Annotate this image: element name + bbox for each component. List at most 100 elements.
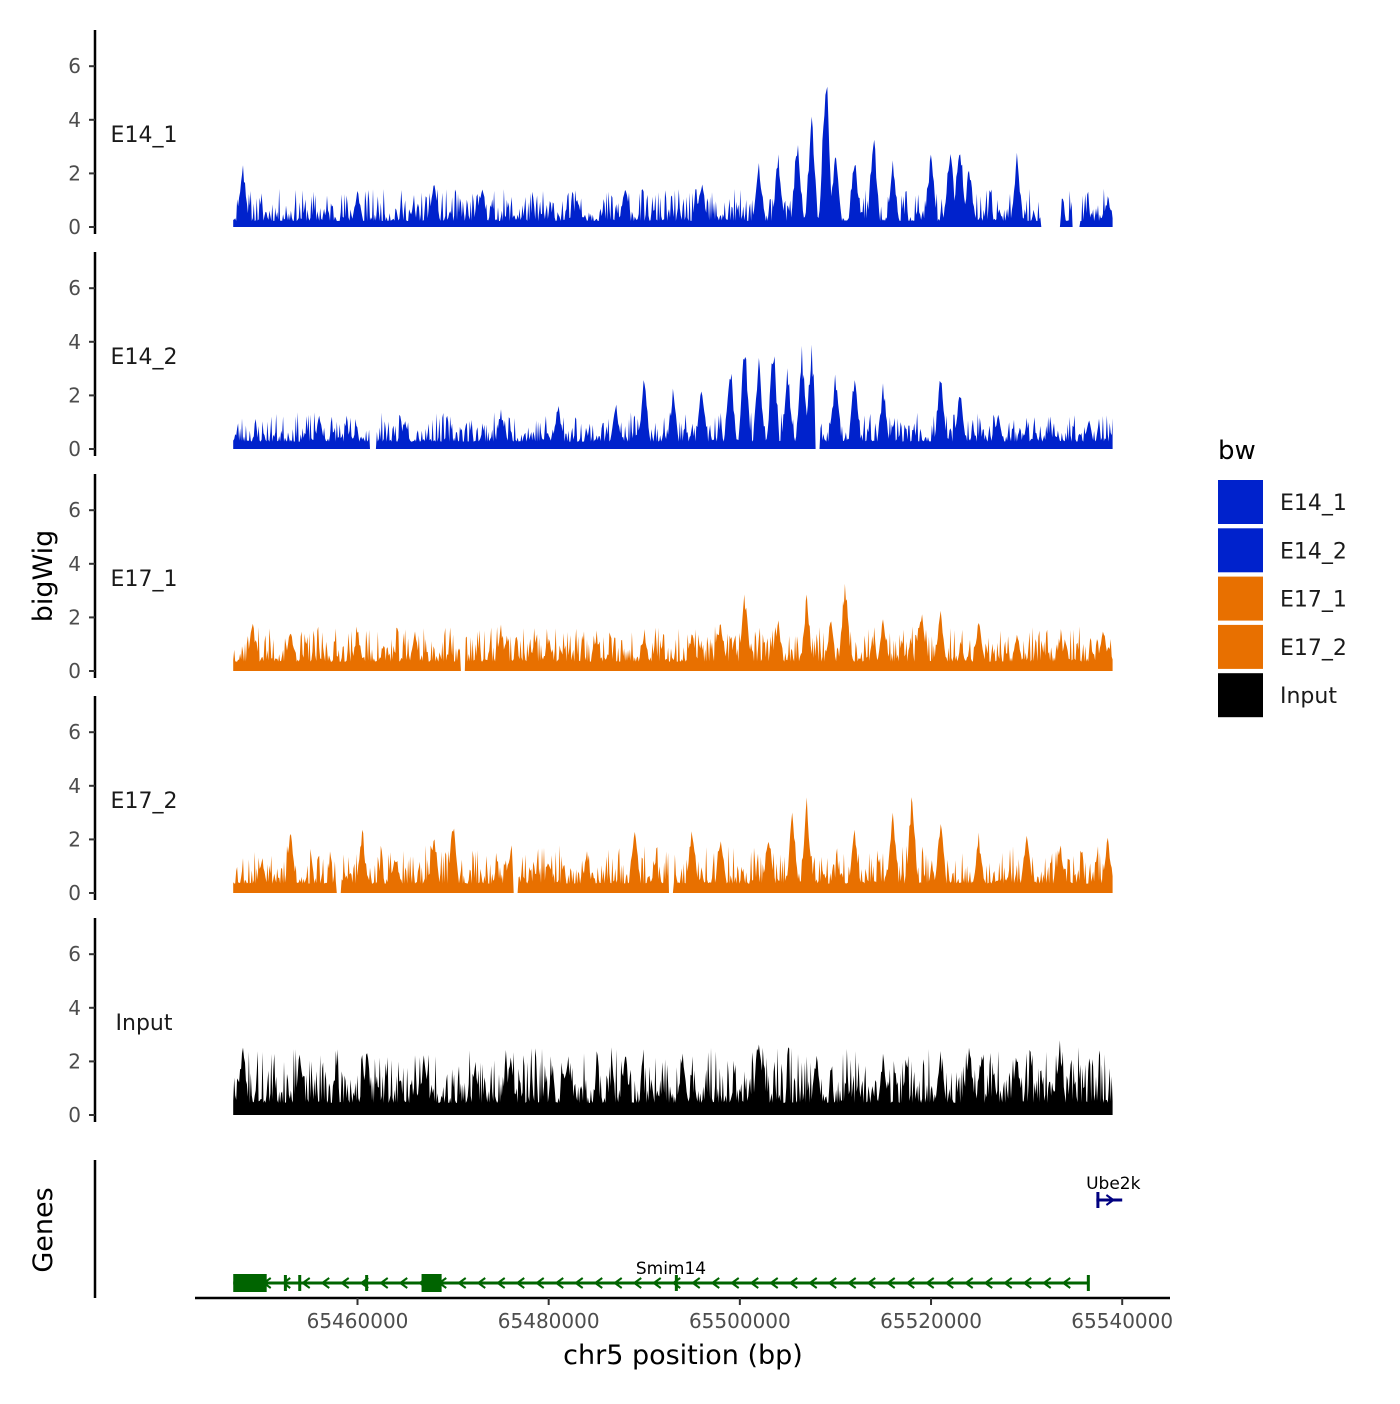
signal-area-E17_2 [233,797,1113,893]
gene-exon [298,1275,302,1291]
strand-arrow [730,1277,740,1289]
gene-label-Smim14: Smim14 [636,1259,706,1279]
strand-arrow [632,1277,642,1289]
strand-arrow [827,1277,837,1289]
strand-arrow [340,1277,350,1289]
strand-arrow [1061,1277,1071,1289]
strand-arrow [769,1277,779,1289]
y-tick-label: 0 [68,437,81,461]
strand-arrow [886,1277,896,1289]
legend-label-Input: Input [1280,684,1337,709]
strand-arrow [847,1277,857,1289]
strand-arrow [925,1277,935,1289]
gene-exon [283,1275,287,1291]
gene-Ube2k: Ube2k [1086,1174,1141,1208]
y-tick-label: 4 [68,108,81,132]
y-tick-label: 6 [68,942,81,966]
y-axis-title: bigWig [28,530,59,623]
gene-exon [421,1274,442,1292]
panel-label: E17_1 [111,567,178,592]
strand-arrow [808,1277,818,1289]
strand-arrow [574,1277,584,1289]
legend-swatch-Input [1218,673,1263,718]
legend-swatch-E17_2 [1218,624,1263,669]
strand-arrow [691,1277,701,1289]
strand-arrow [1003,1277,1013,1289]
signal-area-E14_1 [233,86,1113,227]
panel-Input: 0 2 4 6 Input [68,918,1113,1127]
strand-arrow [1022,1277,1032,1289]
strand-arrow [281,1277,291,1289]
y-tick-label: 2 [68,161,81,185]
y-tick-label: 4 [68,552,81,576]
signal-area-E17_1 [233,583,1113,671]
strand-arrow [535,1277,545,1289]
gene-exon [233,1274,267,1292]
x-tick-label: 65460000 [307,1309,409,1333]
strand-arrow [301,1277,311,1289]
strand-arrow [944,1277,954,1289]
strand-arrow [905,1277,915,1289]
y-tick-label: 6 [68,720,81,744]
panel-label: E17_2 [111,789,178,814]
strand-arrow [496,1277,506,1289]
legend-label-E14_2: E14_2 [1280,539,1347,564]
gene-Smim14: Smim14 [233,1259,1090,1292]
strand-arrow [652,1277,662,1289]
panel-E14_1: 0 2 4 6 E14_1 [68,30,1113,239]
strand-arrow [710,1277,720,1289]
y-tick-label: 6 [68,276,81,300]
panel-E17_2: 0 2 4 6 E17_2 [68,696,1113,905]
legend-label-E17_1: E17_1 [1280,588,1347,613]
strand-arrow [983,1277,993,1289]
legend-label-E17_2: E17_2 [1280,636,1347,661]
legend-swatch-E14_1 [1218,480,1263,524]
strand-arrow [1042,1277,1052,1289]
gene-exon [1086,1275,1090,1291]
y-tick-label: 4 [68,330,81,354]
strand-arrow [379,1277,389,1289]
panel-E17_1: 0 2 4 6 E17_1 [68,474,1113,683]
panel-label: E14_2 [111,345,178,370]
y-tick-label: 0 [68,215,81,239]
strand-arrow [788,1277,798,1289]
panel-label: E14_1 [111,123,178,148]
x-axis-title: chr5 position (bp) [563,1340,803,1371]
y-tick-label: 0 [68,1103,81,1127]
gene-exon [674,1275,678,1291]
legend-label-E14_1: E14_1 [1280,491,1347,516]
signal-area-E14_2 [233,344,1113,449]
genes-axis-title: Genes [28,1187,59,1272]
gene-exon [1096,1192,1100,1208]
strand-arrow [749,1277,759,1289]
strand-arrow [457,1277,467,1289]
genes-panel: Smim14 Ube2k [93,1160,1141,1298]
strand-arrow [320,1277,330,1289]
panel-label: Input [116,1011,173,1036]
strand-arrow [866,1277,876,1289]
y-tick-label: 2 [68,605,81,629]
legend-swatch-E14_2 [1218,528,1263,573]
legend: bw E14_1 E14_2 E17_1 E17_2 Input [1218,436,1347,718]
x-tick-label: 65480000 [498,1309,600,1333]
x-tick-label: 65540000 [1071,1309,1173,1333]
strand-arrow [964,1277,974,1289]
signal-area-Input [233,1040,1113,1115]
gene-exon [365,1275,369,1291]
panel-E14_2: 0 2 4 6 E14_2 [68,252,1113,461]
strand-arrow [671,1277,681,1289]
x-tick-label: 65500000 [689,1309,791,1333]
legend-title: bw [1218,436,1256,466]
strand-arrow [554,1277,564,1289]
y-tick-label: 0 [68,881,81,905]
y-tick-label: 6 [68,498,81,522]
x-axis: 65460000 65480000 65500000 65520000 65540000 [195,1296,1173,1333]
strand-arrow [1105,1194,1116,1206]
legend-swatch-E17_1 [1218,576,1263,621]
strand-arrow [476,1277,486,1289]
gene-label-Ube2k: Ube2k [1086,1174,1141,1194]
y-tick-label: 2 [68,383,81,407]
strand-arrow [398,1277,408,1289]
